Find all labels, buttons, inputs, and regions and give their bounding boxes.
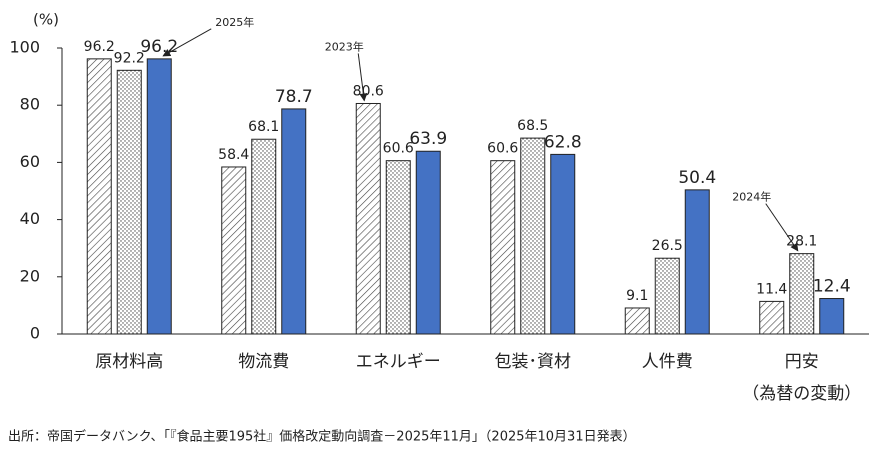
- value-label: 9.1: [626, 288, 648, 304]
- bar: [759, 300, 785, 335]
- y-tick-label: 60: [20, 152, 40, 171]
- value-label: 68.1: [248, 119, 279, 135]
- value-label: 50.4: [678, 168, 716, 188]
- legend-label: 2023年: [325, 39, 364, 53]
- x-tick-label: 原材料高: [95, 352, 164, 372]
- bar: [819, 298, 845, 335]
- bar: [415, 150, 441, 335]
- x-tick-label: 包装･資材: [494, 352, 572, 372]
- value-label: 28.1: [786, 234, 817, 250]
- value-label: 58.4: [218, 147, 249, 163]
- value-label: 96.2: [84, 39, 115, 55]
- bar: [684, 189, 710, 335]
- value-label: 60.6: [487, 141, 518, 157]
- bar: [550, 153, 576, 335]
- value-label: 11.4: [756, 281, 787, 297]
- x-tick-label: 物流費: [238, 352, 290, 372]
- y-tick-label: 80: [20, 95, 40, 114]
- x-tick-label: 円安 （為替の変動）: [742, 352, 862, 404]
- bar: [520, 137, 546, 335]
- bar: [86, 58, 112, 335]
- value-label: 12.4: [813, 277, 851, 297]
- value-label: 62.8: [544, 132, 582, 152]
- value-label: 60.6: [383, 141, 414, 157]
- bar: [355, 102, 381, 335]
- legend-label: 2024年: [732, 190, 771, 204]
- bar: [624, 307, 650, 335]
- legend-arrow: [162, 28, 212, 57]
- legend-arrow: [765, 203, 799, 252]
- bar: [654, 257, 680, 335]
- value-label: 92.2: [114, 50, 145, 66]
- legend-arrow: [357, 53, 368, 102]
- bar: [385, 160, 411, 335]
- source: 出所：帝国データバンク、「『食品主要195社』価格改定動向調査－2025年11月…: [8, 429, 636, 445]
- x-tick-label: エネルギー: [355, 352, 441, 372]
- value-label: 26.5: [652, 238, 683, 254]
- bar: [789, 253, 815, 335]
- y-tick-label: 40: [20, 209, 40, 228]
- y-tick-label: 100: [9, 38, 40, 57]
- value-label: 78.7: [275, 87, 313, 107]
- y-axis-label: (%): [33, 11, 59, 29]
- bar: [281, 108, 307, 335]
- y-tick-label: 20: [20, 266, 40, 285]
- value-label: 80.6: [353, 83, 384, 99]
- value-label: 68.5: [517, 118, 548, 134]
- legend-label: 2025年: [215, 15, 254, 29]
- y-tick-label: 0: [30, 324, 40, 343]
- value-label: 63.9: [409, 129, 447, 149]
- value-label: 96.2: [140, 37, 178, 57]
- x-tick-label: 人件費: [641, 352, 693, 372]
- bar: [146, 58, 172, 335]
- bar: [251, 138, 277, 335]
- bar: [221, 166, 247, 335]
- bar: [490, 160, 516, 335]
- bar: [116, 69, 142, 335]
